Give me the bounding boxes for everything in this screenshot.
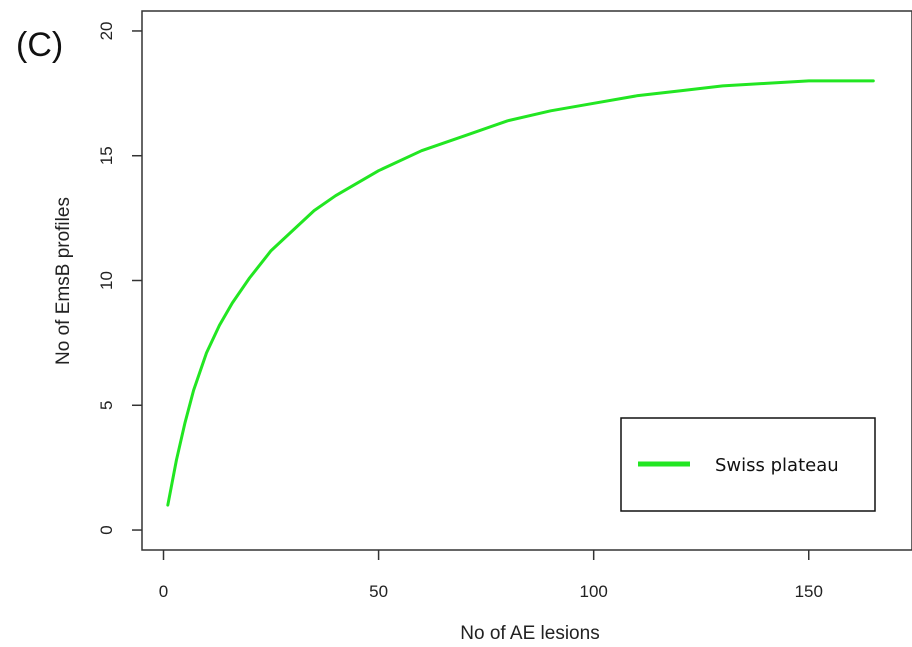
series-line-swiss-plateau	[166, 79, 875, 507]
y-tick-label: 15	[97, 146, 116, 165]
x-tick-label: 150	[795, 582, 823, 601]
y-axis: 0 5 10 15 20	[97, 22, 142, 535]
x-tick-label: 0	[159, 582, 168, 601]
x-axis-label: No of AE lesions	[460, 623, 599, 644]
y-axis-label: No of EmsB profiles	[53, 197, 74, 365]
panel-label: (C)	[16, 26, 63, 64]
y-tick-label: 10	[97, 271, 116, 290]
y-tick-label: 0	[97, 525, 116, 534]
x-tick-label: 50	[369, 582, 388, 601]
y-tick-label: 5	[97, 401, 116, 410]
series-layer	[166, 79, 875, 507]
y-tick-label: 20	[97, 22, 116, 41]
x-axis: 0 50 100 150	[159, 550, 823, 601]
legend-entry: Swiss plateau	[715, 455, 839, 476]
x-tick-label: 100	[579, 582, 607, 601]
legend: Swiss plateau	[620, 417, 876, 512]
